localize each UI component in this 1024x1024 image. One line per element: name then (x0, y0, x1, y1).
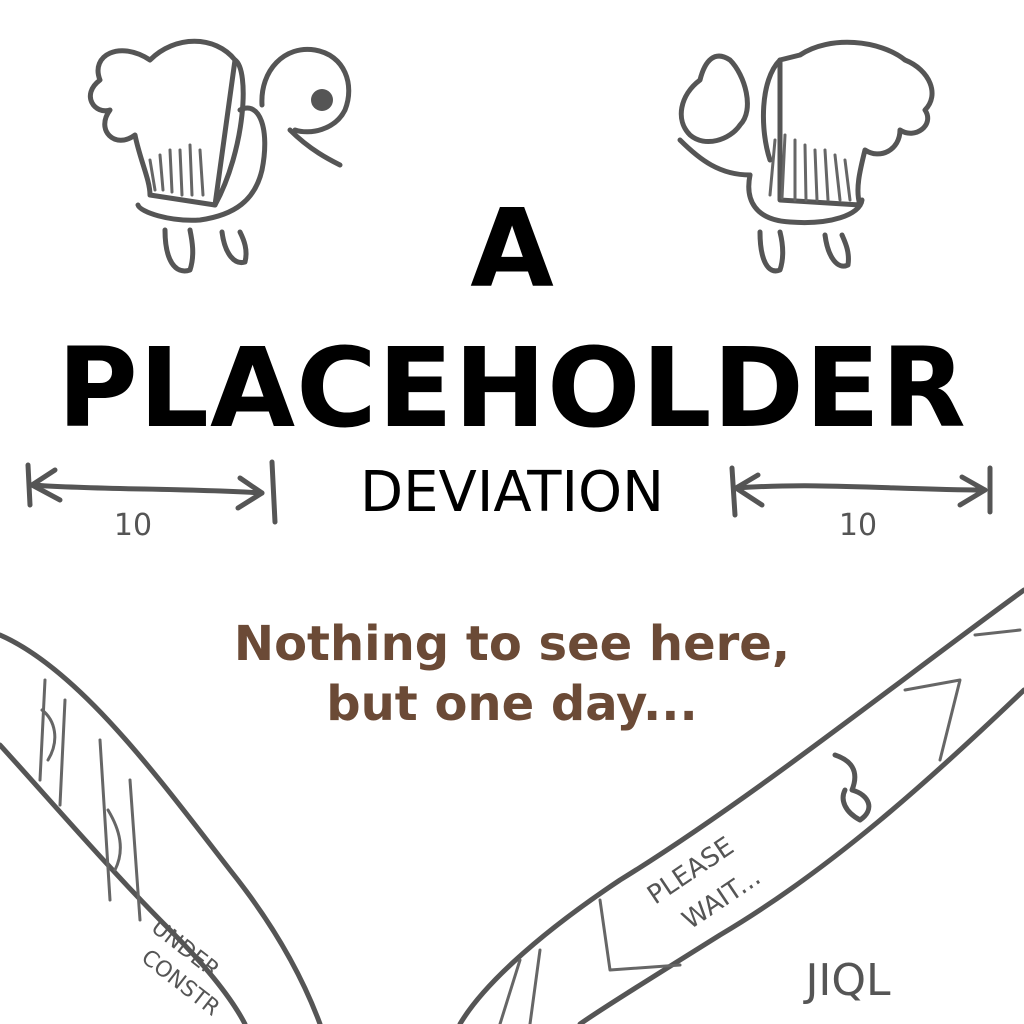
right-turtle-sketch (677, 39, 935, 274)
left-measure-arrow (25, 459, 278, 525)
message-line-2: but one day... (326, 676, 698, 732)
heading-line-a: A (470, 187, 554, 312)
heading-subtitle: DEVIATION (360, 460, 664, 525)
message-block: Nothing to see here, but one day... (0, 614, 1024, 734)
left-caution-tape (0, 632, 323, 1024)
left-turtle-sketch (87, 38, 352, 274)
right-measure-arrow (729, 465, 993, 518)
right-caution-tape (457, 587, 1024, 1024)
message-line-1: Nothing to see here, (233, 616, 791, 672)
heading-line-placeholder: PLACEHOLDER (57, 324, 967, 452)
artist-signature: JIQL (802, 955, 891, 1006)
right-measure-label: 10 (839, 508, 877, 543)
left-measure-label: 10 (114, 508, 152, 543)
